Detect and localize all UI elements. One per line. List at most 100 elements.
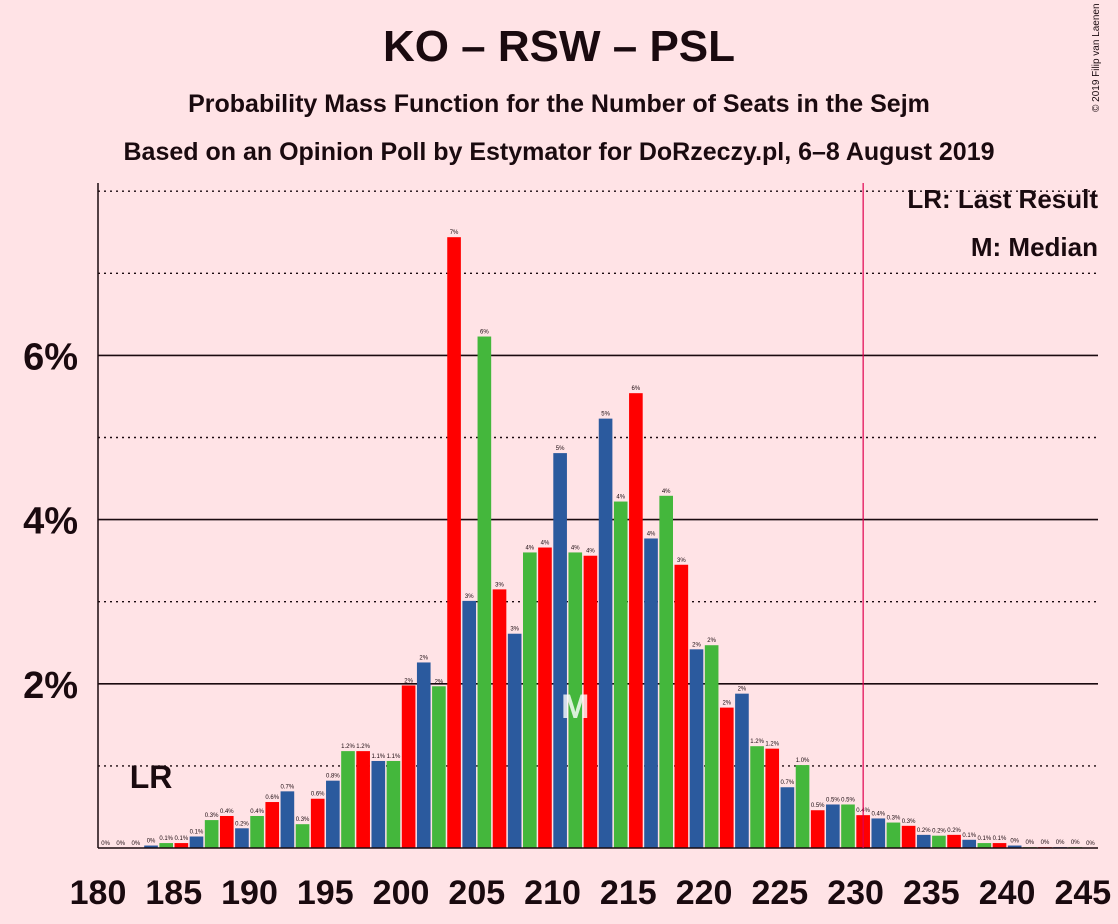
legend-median: M: Median [970, 232, 1098, 262]
x-tick-195: 195 [297, 874, 354, 912]
bar-205 [477, 336, 492, 848]
bar-204 [462, 600, 477, 848]
bar-201 [416, 662, 431, 848]
bar-label-231: 0.4% [871, 811, 885, 817]
bar-202 [432, 686, 446, 848]
bar-216 [644, 538, 658, 848]
bar-199 [386, 760, 401, 848]
bar-label-193: 0.3% [296, 817, 310, 823]
bar-239 [992, 843, 1007, 848]
chart-subtitle: Probability Mass Function for the Number… [188, 90, 930, 118]
x-tick-210: 210 [524, 874, 581, 912]
bar-label-191: 0.6% [265, 795, 279, 801]
bar-label-226: 1.0% [796, 758, 810, 764]
bar-240 [1007, 845, 1022, 848]
bar-229 [841, 804, 855, 848]
bar-label-192: 0.7% [281, 784, 295, 790]
bar-label-236: 0.2% [947, 828, 961, 834]
chart-source: Based on an Opinion Poll by Estymator fo… [123, 138, 995, 166]
bar-label-210: 5% [556, 446, 565, 452]
bar-label-188: 0.4% [220, 809, 234, 815]
bar-label-187: 0.3% [205, 813, 219, 819]
bar-label-207: 3% [510, 627, 519, 633]
bar-224 [765, 748, 780, 848]
bar-212 [583, 555, 598, 848]
x-tick-215: 215 [600, 874, 657, 912]
x-tick-240: 240 [979, 874, 1036, 912]
last-result-label: LR [130, 759, 173, 795]
bar-label-205: 6% [480, 330, 489, 336]
bar-213 [598, 418, 613, 848]
bar-label-186: 0.1% [190, 830, 204, 836]
bar-223 [750, 746, 764, 848]
bar-label-219: 2% [692, 642, 701, 648]
bar-series [144, 237, 1083, 848]
bar-label-183: 0% [147, 839, 156, 845]
bar-label-223: 1.2% [750, 739, 764, 745]
bar-238 [977, 843, 992, 848]
bar-214 [613, 501, 628, 848]
bar-label-181: 0% [116, 841, 125, 847]
bar-label-190: 0.4% [250, 809, 264, 815]
bar-label-243: 0% [1056, 840, 1065, 846]
markers: LR M [130, 183, 864, 848]
bar-184 [159, 843, 173, 848]
bar-210 [553, 453, 567, 848]
bar-label-221: 2% [722, 701, 731, 707]
bar-234 [916, 834, 931, 848]
y-tick-4: 4% [23, 501, 78, 543]
x-tick-235: 235 [903, 874, 960, 912]
median-label: M [561, 688, 589, 726]
bar-label-196: 1.2% [341, 744, 355, 750]
x-tick-labels: 180 185 190 195 200 205 210 215 220 225 230 235 240 2… [70, 874, 1112, 912]
bar-label-244: 0% [1071, 840, 1080, 846]
bar-label-241: 0% [1025, 840, 1034, 846]
y-tick-2: 2% [23, 665, 78, 707]
bar-label-213: 5% [601, 412, 610, 418]
bar-218 [674, 564, 689, 848]
bar-label-220: 2% [707, 638, 716, 644]
y-tick-labels: 2% 4% 6% [23, 336, 78, 706]
bar-label-239: 0.1% [993, 836, 1007, 842]
bar-label-195: 0.8% [326, 774, 340, 780]
bar-185 [174, 843, 189, 848]
bar-label-194: 0.6% [311, 792, 325, 798]
bar-label-229: 0.5% [841, 797, 855, 803]
bar-227 [810, 810, 825, 848]
bar-label-180: 0% [101, 841, 110, 847]
bar-203 [447, 237, 461, 848]
bar-label-216: 4% [647, 531, 656, 537]
bar-label-217: 4% [662, 489, 671, 495]
bar-183 [144, 845, 158, 848]
bar-193 [295, 824, 310, 848]
bar-label-189: 0.2% [235, 821, 249, 827]
bar-label-228: 0.5% [826, 797, 840, 803]
bar-label-227: 0.5% [811, 803, 825, 809]
bar-220 [704, 645, 719, 848]
bar-label-202: 2% [435, 679, 444, 685]
bar-196 [341, 751, 355, 848]
bar-label-234: 0.2% [917, 828, 931, 834]
bar-label-185: 0.1% [174, 836, 188, 842]
x-tick-190: 190 [221, 874, 278, 912]
bar-194 [310, 798, 325, 848]
bar-191 [265, 802, 280, 848]
x-tick-225: 225 [751, 874, 808, 912]
bar-label-200: 2% [404, 678, 413, 684]
bar-235 [932, 835, 946, 848]
bar-label-235: 0.2% [932, 829, 946, 835]
grid-lines [98, 190, 1098, 767]
chart-title: KO – RSW – PSL [382, 22, 736, 71]
bar-237 [962, 839, 977, 848]
bar-188 [219, 815, 234, 848]
bar-label-197: 1.2% [356, 744, 370, 750]
y-tick-6: 6% [23, 336, 78, 378]
bar-label-233: 0.3% [902, 819, 916, 825]
bar-label-182: 0% [132, 841, 141, 847]
bar-label-225: 0.7% [781, 780, 795, 786]
bar-189 [235, 828, 249, 848]
bar-217 [659, 495, 673, 848]
bar-label-204: 3% [465, 594, 474, 600]
x-tick-180: 180 [70, 874, 127, 912]
x-tick-200: 200 [373, 874, 430, 912]
